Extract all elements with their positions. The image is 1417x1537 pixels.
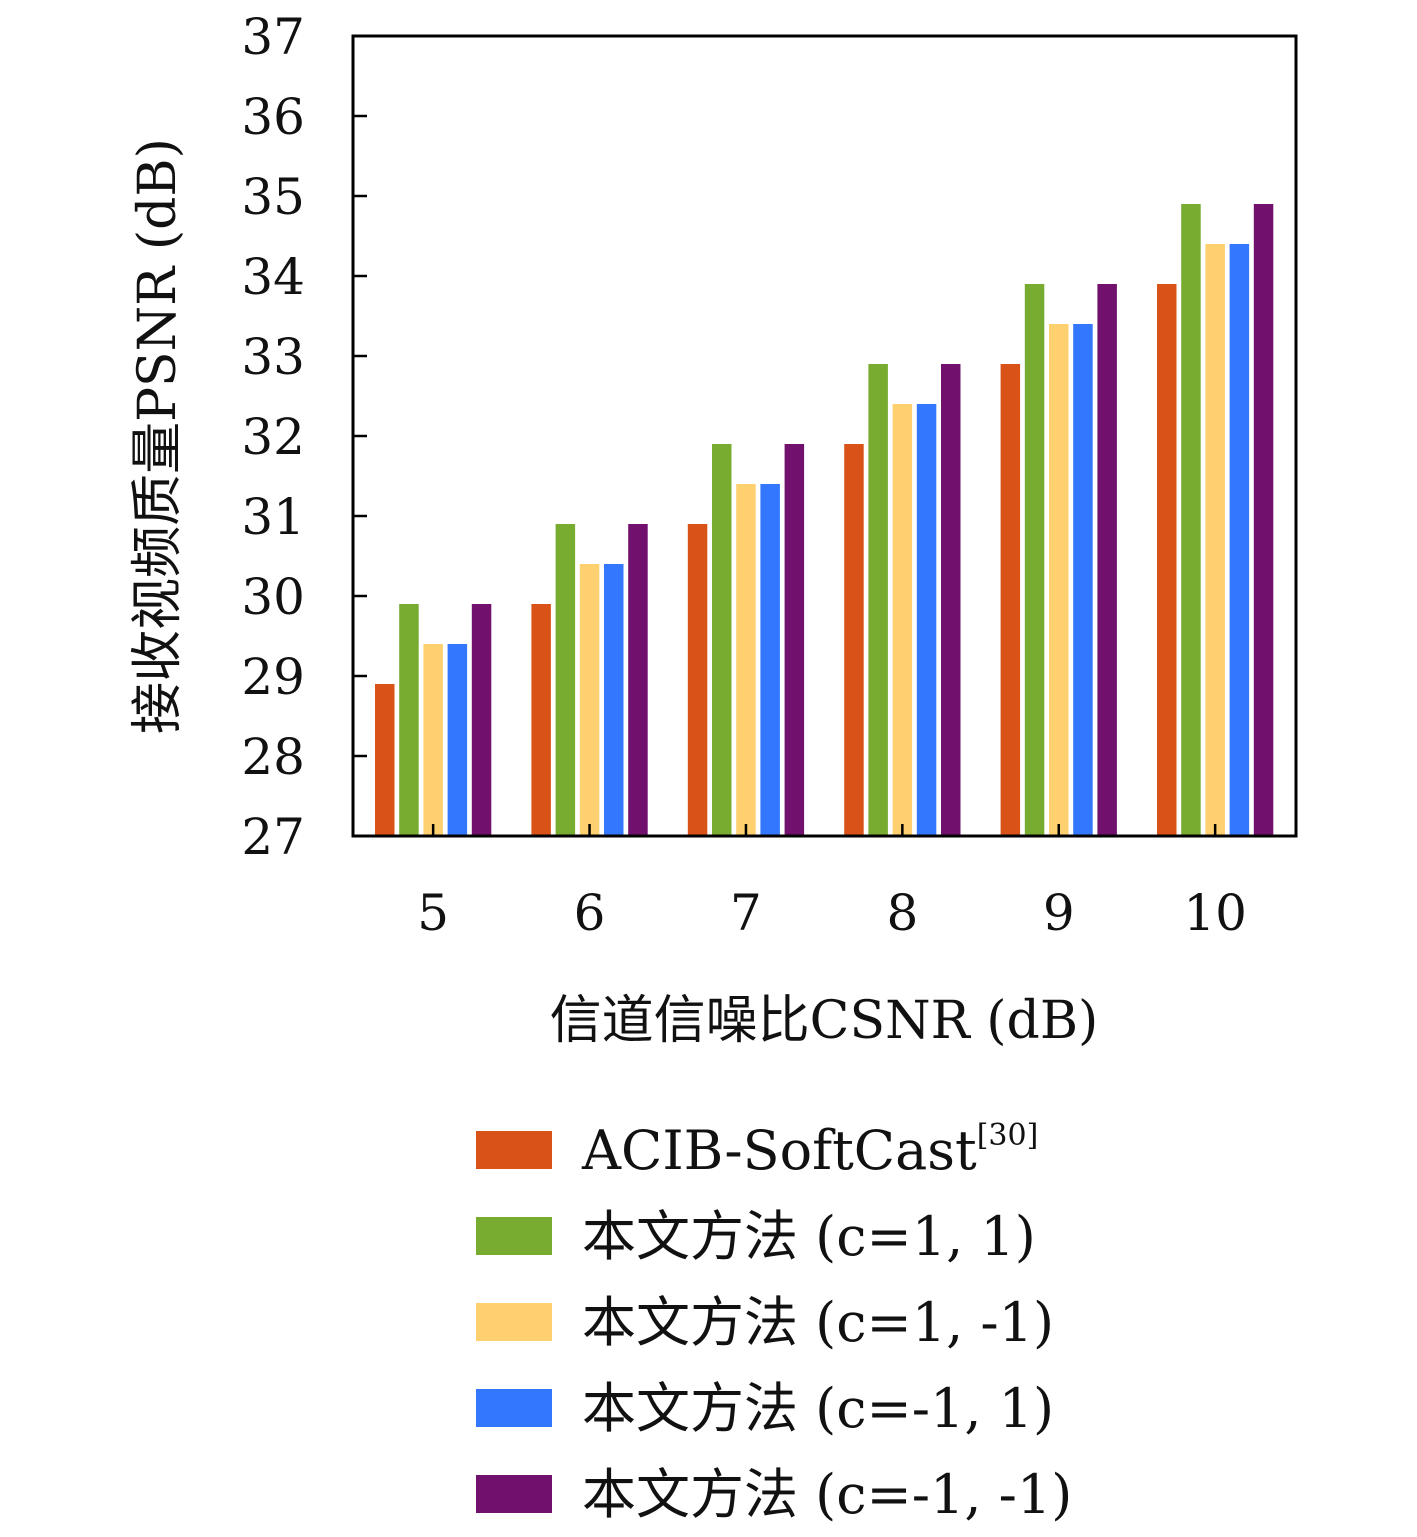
x-tick-label: 9 [1043,884,1075,942]
y-axis-ticks: 27 28 29 30 31 32 33 34 35 36 37 [241,8,367,866]
legend-label-superscript: [30] [977,1118,1039,1153]
y-tick-label: 31 [241,488,305,546]
bar-6-series-3 [579,564,600,836]
legend-label: 本文方法 (c=1, -1) [582,1291,1054,1354]
x-tick-label: 5 [417,884,449,942]
x-axis-title: 信道信噪比CSNR (dB) [550,991,1099,1051]
legend: ACIB-SoftCast[30] 本文方法 (c=1, 1) 本文方法 (c=1,… [476,1118,1072,1526]
bar-6-series-1 [531,604,551,836]
bar-8-series-5 [941,364,961,836]
y-tick-label: 30 [241,568,305,626]
bar-8-series-3 [892,404,913,836]
y-tick-label: 29 [241,648,305,706]
bar-7-series-4 [760,484,780,836]
legend-label: ACIB-SoftCast[30] [581,1118,1038,1182]
bar-6-series-5 [628,524,648,836]
plot-frame [351,34,1298,838]
axes-layer [351,34,1298,838]
bar-5-series-4 [447,644,468,836]
bar-7-series-2 [712,444,732,836]
bar-9-series-2 [1024,284,1045,836]
y-tick-label: 28 [241,728,305,786]
bar-6-series-2 [555,524,576,836]
bar-10-series-2 [1181,204,1201,836]
legend-swatch [476,1131,552,1169]
bars-layer [375,204,1274,836]
y-tick-label: 33 [241,328,305,386]
x-tick-label: 10 [1183,884,1247,942]
bar-5-series-2 [399,604,419,836]
legend-label: 本文方法 (c=-1, -1) [582,1463,1072,1526]
y-tick-label: 27 [241,808,305,866]
legend-swatch [476,1217,552,1255]
bar-8-series-4 [916,404,937,836]
legend-swatch [476,1475,552,1513]
bar-10-series-3 [1205,244,1225,836]
x-axis-ticks: 5 6 7 8 9 10 [417,824,1247,942]
bar-9-series-5 [1097,284,1117,836]
bar-7-series-1 [687,524,708,836]
bar-10-series-5 [1253,204,1274,836]
bar-7-series-5 [784,444,805,836]
legend-label: 本文方法 (c=-1, 1) [582,1377,1054,1440]
bar-6-series-4 [604,564,624,836]
y-tick-label: 34 [241,248,305,306]
bar-9-series-4 [1073,324,1093,836]
bar-8-series-1 [844,444,864,836]
bar-5-series-1 [375,684,395,836]
y-tick-label: 32 [241,408,305,466]
bar-8-series-2 [868,364,888,836]
x-tick-label: 6 [574,884,606,942]
bar-5-series-3 [423,644,443,836]
y-tick-label: 35 [241,168,305,226]
bar-9-series-1 [1000,364,1021,836]
x-tick-label: 7 [730,884,762,942]
legend-swatch [476,1303,552,1341]
x-tick-label: 8 [886,884,918,942]
bar-10-series-1 [1157,284,1177,836]
y-tick-label: 36 [241,88,305,146]
y-tick-label: 37 [241,8,305,66]
bar-7-series-3 [736,484,756,836]
legend-label: 本文方法 (c=1, 1) [582,1205,1036,1268]
bar-9-series-3 [1049,324,1069,836]
bar-5-series-5 [471,604,492,836]
bar-10-series-4 [1229,244,1250,836]
y-axis-title: 接收视频质量PSNR (dB) [128,138,188,734]
legend-swatch [476,1389,552,1427]
